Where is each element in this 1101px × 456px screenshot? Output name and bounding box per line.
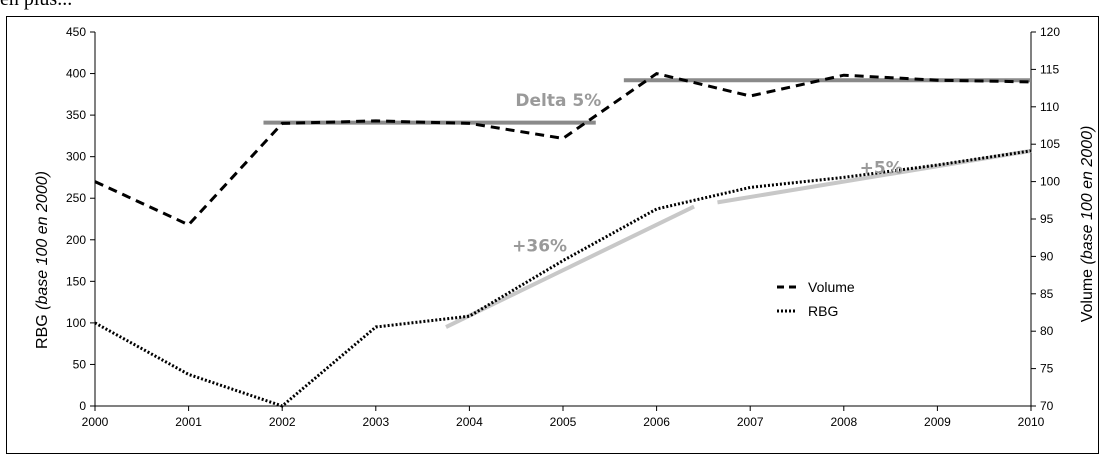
right-tick-label: 105 (1040, 137, 1060, 151)
x-axis-ticks: 2000 2001 2002 2003 2004 2005 2006 2007 2008 2009… (82, 406, 1045, 429)
right-tick-label: 110 (1040, 100, 1059, 114)
left-tick-label: 200 (66, 233, 86, 247)
left-axis-ticks: 0 50 100 150 200 250 300 350 400 450 (66, 25, 95, 413)
right-tick-label: 70 (1040, 399, 1054, 413)
clipped-heading: en plus... (0, 0, 1101, 16)
annotations: Delta 5% +36% +5% (512, 91, 903, 256)
right-tick-label: 85 (1040, 287, 1054, 301)
left-tick-label: 300 (66, 150, 86, 164)
right-axis-title: Volume (base 100 en 2000) (1079, 126, 1096, 323)
chart-frame (6, 16, 1099, 454)
legend-rbg-label: RBG (808, 303, 838, 319)
left-tick-label: 100 (66, 316, 86, 330)
left-axis-title-italic: (base 100 en 2000) (34, 171, 51, 310)
clipped-heading-text: en plus... (0, 0, 72, 11)
x-tick-label: 2010 (1018, 415, 1045, 429)
right-axis-title-italic: (base 100 en 2000) (1079, 126, 1096, 265)
left-tick-label: 450 (66, 25, 86, 39)
annotation-3: +5% (860, 158, 903, 178)
left-tick-label: 250 (66, 191, 86, 205)
x-tick-label: 2000 (82, 415, 109, 429)
left-tick-label: 150 (66, 274, 86, 288)
right-tick-label: 115 (1040, 62, 1059, 76)
x-tick-label: 2006 (643, 415, 670, 429)
left-tick-label: 350 (66, 108, 86, 122)
trend-line-3 (445, 204, 695, 329)
legend-volume-label: Volume (808, 279, 855, 295)
left-tick-label: 400 (66, 67, 86, 81)
series-line-volume (94, 71, 1032, 227)
x-tick-label: 2007 (737, 415, 764, 429)
x-tick-label: 2003 (362, 415, 389, 429)
trend-lines (263, 78, 1032, 329)
left-axis-title: RBG (base 100 en 2000) (34, 171, 51, 349)
x-tick-label: 2004 (456, 415, 483, 429)
series-line-rbg (94, 149, 1032, 408)
right-tick-label: 95 (1040, 212, 1054, 226)
right-tick-label: 100 (1040, 175, 1060, 189)
right-tick-label: 90 (1040, 249, 1054, 263)
x-tick-label: 2001 (175, 415, 202, 429)
x-tick-label: 2009 (924, 415, 951, 429)
right-tick-label: 80 (1040, 324, 1054, 338)
x-tick-label: 2005 (550, 415, 577, 429)
axes (94, 32, 1032, 407)
right-axis-title-main: Volume (1079, 269, 1096, 322)
x-tick-label: 2002 (269, 415, 296, 429)
right-tick-label: 75 (1040, 362, 1054, 376)
left-axis-title-main: RBG (34, 314, 51, 349)
series-lines (94, 71, 1032, 408)
annotation-1: Delta 5% (515, 91, 601, 111)
right-axis-ticks: 70 75 80 85 90 95 100 105 110 115 120 (1031, 25, 1060, 413)
x-tick-label: 2008 (830, 415, 857, 429)
annotation-2: +36% (512, 236, 567, 256)
legend: Volume RBG (777, 279, 855, 319)
left-tick-label: 0 (79, 399, 86, 413)
left-tick-label: 50 (73, 357, 87, 371)
right-tick-label: 120 (1040, 25, 1060, 39)
